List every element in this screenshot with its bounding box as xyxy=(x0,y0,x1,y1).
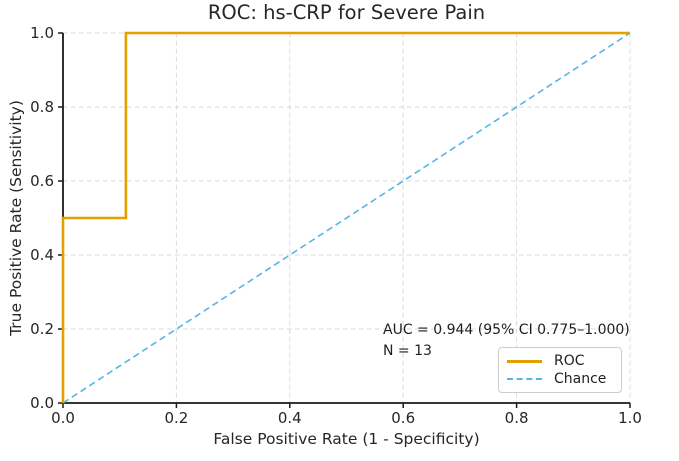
y-tick-label: 0.4 xyxy=(30,246,54,264)
chance-curve xyxy=(62,32,631,404)
x-tick-label: 0.2 xyxy=(164,409,188,427)
n-text: N = 13 xyxy=(383,343,432,359)
y-tick-label: 0.2 xyxy=(30,320,54,338)
chance-line-sample xyxy=(507,378,542,380)
legend-item-chance: Chance xyxy=(507,370,613,388)
y-tick-label: 0.6 xyxy=(30,172,54,190)
y-tick-label: 0.8 xyxy=(30,98,54,116)
legend-item-roc: ROC xyxy=(507,352,613,370)
roc-curve xyxy=(61,31,630,403)
auc-ci-text: AUC = 0.944 (95% CI 0.775–1.000) xyxy=(383,322,630,338)
x-tick-label: 0.0 xyxy=(51,409,75,427)
chart-title: ROC: hs-CRP for Severe Pain xyxy=(207,1,486,24)
legend: ROC Chance xyxy=(498,347,622,393)
x-axis-label: False Positive Rate (1 - Specificity) xyxy=(213,430,480,448)
y-axis-label: True Positive Rate (Sensitivity) xyxy=(7,100,25,336)
roc-line-sample xyxy=(507,359,542,363)
auc-annotation: AUC = 0.944 (95% CI 0.775–1.000) N = 13 xyxy=(383,320,630,362)
legend-label-chance: Chance xyxy=(554,371,607,387)
x-tick-label: 0.4 xyxy=(278,409,302,427)
x-tick-label: 0.8 xyxy=(505,409,529,427)
x-tick-label: 1.0 xyxy=(618,409,642,427)
y-tick-label: 0.0 xyxy=(30,394,54,412)
legend-label-roc: ROC xyxy=(554,353,585,369)
y-tick-label: 1.0 xyxy=(30,24,54,42)
x-tick-label: 0.6 xyxy=(391,409,415,427)
